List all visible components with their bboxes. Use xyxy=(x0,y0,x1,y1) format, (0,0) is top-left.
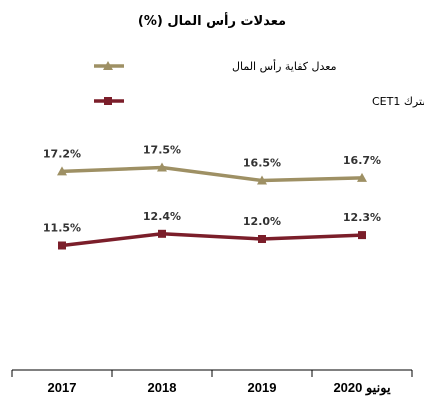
x-tick-label-2017: 2017 xyxy=(48,380,77,395)
data-point-series-2 xyxy=(258,235,266,243)
data-point-series-1 xyxy=(257,175,267,185)
legend-marker-series-2 xyxy=(104,97,112,105)
data-label-series-1: 17.2% xyxy=(43,147,81,160)
x-tick-label-june-2020: يونيو 2020 xyxy=(333,380,391,396)
x-tick-label-2018: 2018 xyxy=(148,380,177,395)
plot-area: 17.2% 17.5% 16.5% 16.7% 11.5% 12.4% 12.0% 12.3% xyxy=(43,144,381,250)
legend-item-series-2: معدل الشق الأول بالنسبة لرأس المال المشت… xyxy=(94,94,424,109)
data-point-series-2 xyxy=(158,229,166,238)
data-label-series-1: 16.7% xyxy=(343,154,381,167)
legend: معدل كفاية رأس المال معدل الشق الأول بال… xyxy=(94,59,424,109)
data-label-series-2: 11.5% xyxy=(43,222,81,235)
data-point-series-2 xyxy=(58,241,66,250)
legend-item-series-1: معدل كفاية رأس المال xyxy=(94,59,337,73)
data-label-series-1: 16.5% xyxy=(243,157,281,170)
chart-title: معدلات رأس المال (%) xyxy=(138,12,286,29)
series-line-2 xyxy=(61,232,363,248)
x-axis: 2017 2018 2019 يونيو 2020 xyxy=(11,369,413,396)
data-label-series-2: 12.3% xyxy=(343,211,381,224)
data-point-series-1 xyxy=(57,166,67,176)
x-tick-label-2019: 2019 xyxy=(248,380,277,395)
data-point-series-1 xyxy=(157,162,167,172)
legend-label-series-2: معدل الشق الأول بالنسبة لرأس المال المشت… xyxy=(372,94,424,109)
data-label-series-2: 12.0% xyxy=(243,215,281,228)
legend-marker-series-1 xyxy=(103,61,113,70)
legend-label-series-1: معدل كفاية رأس المال xyxy=(232,59,337,73)
data-point-series-1 xyxy=(357,172,367,182)
series-line-1 xyxy=(61,165,363,183)
data-label-series-2: 12.4% xyxy=(143,210,181,223)
data-point-series-2 xyxy=(358,231,366,240)
data-label-series-1: 17.5% xyxy=(143,144,181,157)
